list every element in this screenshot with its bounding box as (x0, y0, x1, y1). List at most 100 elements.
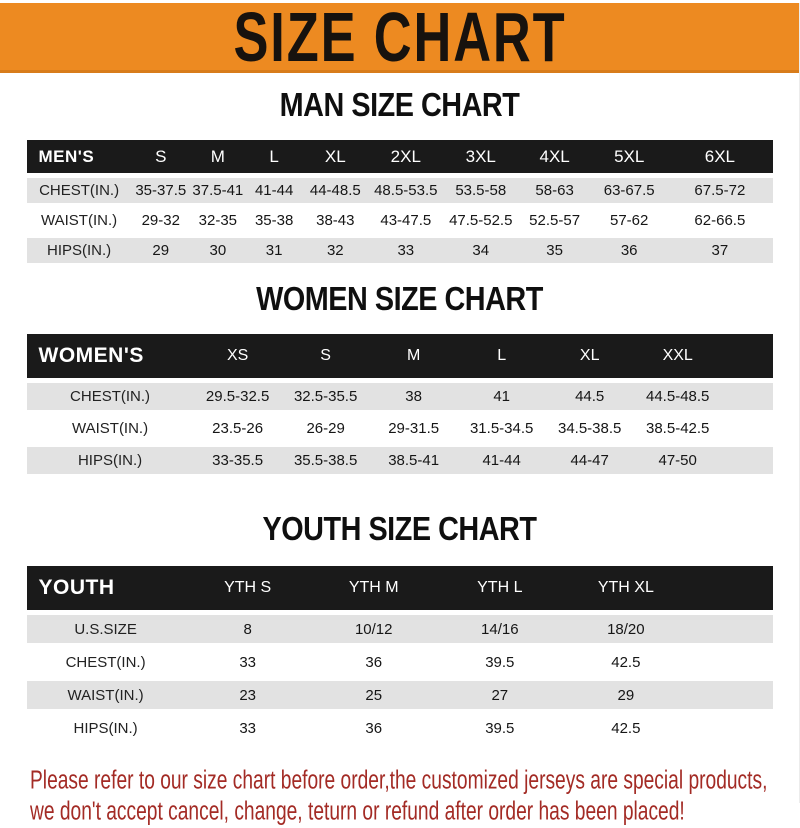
women-column-header-3: M (369, 334, 458, 378)
men-column-header-8: 5XL (591, 140, 668, 173)
size-value: 33 (184, 648, 311, 676)
spacer-cell (688, 648, 773, 676)
spacer-cell (688, 615, 773, 643)
size-value: 42.5 (562, 714, 689, 742)
size-value: 57-62 (591, 208, 668, 233)
youth-column-header-3: YTH L (436, 566, 563, 610)
youth-table-row: U.S.SIZE 8 10/12 14/16 18/20 (26, 615, 773, 643)
spacer-cell (688, 681, 773, 709)
size-value: 23 (184, 681, 311, 709)
youth-section-heading: YOUTH SIZE CHART (262, 511, 537, 548)
size-value: 42.5 (562, 648, 689, 676)
youth-column-header-4: YTH XL (562, 566, 689, 610)
size-value: 14/16 (436, 615, 563, 643)
spacer-cell (721, 383, 773, 410)
spacer-cell (721, 447, 773, 474)
row-label: CHEST(IN.) (26, 648, 185, 676)
row-label: HIPS(IN.) (26, 447, 194, 474)
size-value: 29-32 (131, 208, 190, 233)
size-value: 10/12 (310, 615, 437, 643)
size-value: 36 (310, 714, 437, 742)
men-size-table: MEN'S S M L XL 2XL 3XL 4XL 5XL 6XL CHEST(IN.) 35-37… (26, 135, 773, 268)
size-value: 32 (302, 238, 369, 263)
size-value: 32-35 (189, 208, 246, 233)
men-table-row: WAIST(IN.) 29-32 32-35 35-38 38-43 43-47.5 47.… (26, 208, 773, 233)
size-value: 30 (189, 238, 246, 263)
size-value: 53.5-58 (443, 178, 519, 203)
size-value: 29.5-32.5 (193, 383, 282, 410)
row-label: HIPS(IN.) (26, 714, 185, 742)
disclaimer-footer: Please refer to our size chart before or… (30, 765, 799, 827)
size-value: 41-44 (245, 178, 303, 203)
size-section-women: WOMEN SIZE CHART WOMEN'S XS S M L XL XXL CHEST(I… (0, 281, 799, 479)
size-chart-sections: MAN SIZE CHART MEN'S S M L XL 2XL 3XL 4XL 5XL 6XL C… (0, 87, 799, 747)
size-section-men: MAN SIZE CHART MEN'S S M L XL 2XL 3XL 4XL 5XL 6XL C… (0, 87, 799, 268)
row-label: U.S.SIZE (26, 615, 185, 643)
size-value: 32.5-35.5 (281, 383, 370, 410)
size-value: 34.5-38.5 (545, 415, 634, 442)
size-chart-banner: SIZE CHART (0, 0, 799, 77)
size-value: 38-43 (302, 208, 369, 233)
women-header-row: WOMEN'S XS S M L XL XXL (26, 334, 773, 378)
size-value: 47.5-52.5 (443, 208, 519, 233)
size-value: 36 (310, 648, 437, 676)
men-column-header-9: 6XL (667, 140, 773, 173)
size-value: 44-48.5 (302, 178, 369, 203)
men-table-row: CHEST(IN.) 35-37.5 37.5-41 41-44 44-48.5 48.5… (26, 178, 773, 203)
size-value: 39.5 (436, 648, 563, 676)
youth-size-table: YOUTH YTH S YTH M YTH L YTH XL U.S.SIZE 8 10/12… (26, 561, 773, 747)
spacer-cell (688, 566, 773, 610)
women-size-table: WOMEN'S XS S M L XL XXL CHEST(IN.) 29.5-32.5 32.5… (26, 329, 773, 479)
size-value: 29 (131, 238, 190, 263)
banner-title: SIZE CHART (232, 0, 567, 78)
size-value: 44.5 (545, 383, 634, 410)
women-column-header-5: XL (545, 334, 634, 378)
men-column-header-2: M (189, 140, 246, 173)
size-value: 29-31.5 (369, 415, 458, 442)
size-value: 26-29 (281, 415, 370, 442)
row-label: CHEST(IN.) (26, 178, 132, 203)
youth-header-row: YOUTH YTH S YTH M YTH L YTH XL (26, 566, 773, 610)
size-value: 33 (368, 238, 444, 263)
youth-column-header-2: YTH M (310, 566, 437, 610)
size-value: 63-67.5 (591, 178, 668, 203)
size-value: 43-47.5 (368, 208, 444, 233)
size-value: 41 (457, 383, 546, 410)
size-value: 67.5-72 (667, 178, 773, 203)
size-value: 31.5-34.5 (457, 415, 546, 442)
size-section-youth: YOUTH SIZE CHART YOUTH YTH S YTH M YTH L YTH … (0, 511, 799, 747)
size-value: 35.5-38.5 (281, 447, 370, 474)
men-header-row: MEN'S S M L XL 2XL 3XL 4XL 5XL 6XL (26, 140, 773, 173)
spacer-cell (721, 334, 773, 378)
size-value: 29 (562, 681, 689, 709)
size-value: 38 (369, 383, 458, 410)
size-value: 47-50 (633, 447, 722, 474)
size-value: 41-44 (457, 447, 546, 474)
youth-column-header-1: YTH S (184, 566, 311, 610)
size-value: 18/20 (562, 615, 689, 643)
youth-table-row: HIPS(IN.) 33 36 39.5 42.5 (26, 714, 773, 742)
women-column-header-4: L (457, 334, 546, 378)
size-value: 34 (443, 238, 519, 263)
disclaimer-line-1: Please refer to our size chart before or… (30, 766, 768, 795)
youth-table-row: CHEST(IN.) 33 36 39.5 42.5 (26, 648, 773, 676)
row-label: CHEST(IN.) (26, 383, 194, 410)
size-value: 35-37.5 (131, 178, 190, 203)
size-value: 62-66.5 (667, 208, 773, 233)
men-column-header-6: 3XL (443, 140, 519, 173)
men-column-header-4: XL (302, 140, 369, 173)
row-label: WAIST(IN.) (26, 681, 185, 709)
size-value: 38.5-42.5 (633, 415, 722, 442)
spacer-cell (721, 415, 773, 442)
men-table-row: HIPS(IN.) 29 30 31 32 33 34 35 36 37 (26, 238, 773, 263)
size-value: 48.5-53.5 (368, 178, 444, 203)
size-value: 52.5-57 (518, 208, 592, 233)
men-column-header-5: 2XL (368, 140, 444, 173)
size-value: 35 (518, 238, 592, 263)
youth-group-label: YOUTH (26, 566, 185, 610)
women-section-heading: WOMEN SIZE CHART (256, 281, 543, 318)
women-table-row: CHEST(IN.) 29.5-32.5 32.5-35.5 38 41 44.5 44.5… (26, 383, 773, 410)
size-value: 31 (245, 238, 303, 263)
size-value: 36 (591, 238, 668, 263)
women-table-row: WAIST(IN.) 23.5-26 26-29 29-31.5 31.5-34.5 34… (26, 415, 773, 442)
